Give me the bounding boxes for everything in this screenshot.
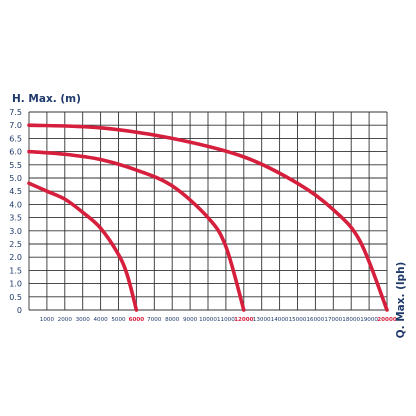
y-tick-label: 7.5 [9,108,22,117]
y-tick-label: 3.0 [9,227,22,236]
y-tick-label: 6.0 [9,148,22,157]
y-tick-label: 2.0 [9,253,22,262]
x-tick-label: 5000 [111,317,126,323]
curve-series-2 [27,149,246,312]
y-tick-label: 5.5 [9,161,22,170]
y-axis-label: H. Max. (m) [12,93,81,105]
curve-series-1 [27,181,139,312]
x-tick-labels: 1000 2000 3000 4000 5000 6000 7000 8000 9000 1000… [40,317,397,323]
y-tick-label: 1.5 [9,266,22,275]
x-tick-label: 12000 [234,317,254,323]
y-tick-label: 3.5 [9,214,22,223]
x-tick-label: 4000 [93,317,108,323]
curve-series-3 [27,123,389,312]
x-tick-label: 8000 [165,317,180,323]
x-tick-label: 16000 [307,317,325,323]
y-tick-label: 4.5 [9,187,22,196]
x-tick-label: 15000 [289,317,307,323]
x-tick-label: 13000 [253,317,271,323]
x-tick-label: 2000 [58,317,73,323]
x-tick-label: 19000 [360,317,378,323]
x-tick-label: 10000 [199,317,217,323]
y-tick-label: 4.0 [9,200,22,209]
x-tick-label: 17000 [324,317,342,323]
grid [28,111,388,311]
y-tick-label: 1.0 [9,280,22,289]
performance-curves [27,123,389,312]
x-tick-label: 7000 [147,317,162,323]
y-tick-label: 5.0 [9,174,22,183]
y-tick-label: 6.5 [9,134,22,143]
x-tick-label: 11000 [217,317,235,323]
y-tick-label: 0 [17,306,22,315]
x-tick-label: 18000 [342,317,360,323]
y-tick-label: 7.0 [9,121,22,130]
x-tick-label: 20000 [377,317,397,323]
y-tick-labels: 0 0.5 1.0 1.5 2.0 2.5 3.0 3.5 4.0 4.5 5.0 5.5 6.0 6.5… [9,108,22,315]
x-tick-label: 6000 [129,317,145,323]
x-tick-label: 1000 [40,317,55,323]
x-tick-label: 9000 [183,317,198,323]
y-tick-label: 0.5 [9,293,22,302]
x-tick-label: 3000 [76,317,91,323]
x-tick-label: 14000 [271,317,289,323]
x-axis-label: Q. Max. (lph) [395,262,407,339]
y-tick-label: 2.5 [9,240,22,249]
